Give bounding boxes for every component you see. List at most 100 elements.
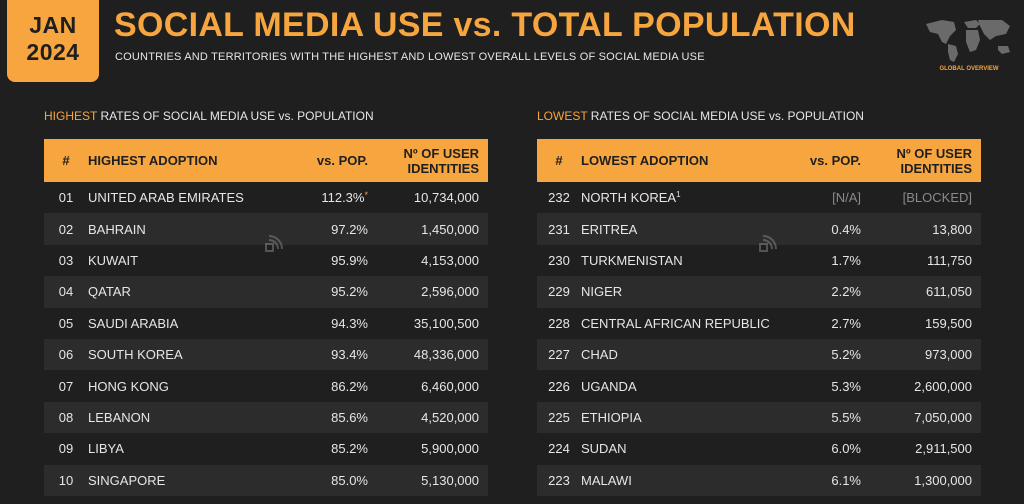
users-cell: 48,336,000 <box>368 347 488 362</box>
table-body: 232 NORTH KOREA1 [N/A] [BLOCKED] 231 ERITREA 0… <box>537 182 981 496</box>
rank-cell-text: 223 <box>548 472 570 488</box>
rank-cell-text: 10 <box>58 472 74 488</box>
country-cell-text: HONG KONG <box>88 378 169 394</box>
country-cell: SAUDI ARABIA <box>88 316 280 331</box>
users-cell-text: 4,520,000 <box>421 409 479 425</box>
country-cell: SOUTH KOREA <box>88 347 280 362</box>
rank-cell-text: 231 <box>548 221 570 237</box>
users-cell-text: [BLOCKED] <box>902 190 972 206</box>
rank-cell-text: 229 <box>548 284 570 300</box>
users-cell: 973,000 <box>861 347 981 362</box>
country-cell: UGANDA <box>581 379 773 394</box>
col-pct-header: vs. POP. <box>809 153 861 168</box>
users-cell-text: 1,300,000 <box>914 472 972 488</box>
pct-cell-text: 97.2% <box>331 221 368 237</box>
table-row: 226 UGANDA 5.3% 2,600,000 <box>537 370 981 401</box>
country-cell-text: ETHIOPIA <box>581 409 642 425</box>
country-cell-text: NORTH KOREA <box>581 190 677 206</box>
users-cell: 7,050,000 <box>861 410 981 425</box>
table-row: 227 CHAD 5.2% 973,000 <box>537 338 981 371</box>
pct-cell-text: 85.2% <box>331 441 368 457</box>
rank-cell-text: 228 <box>548 315 570 331</box>
pct-cell-text: 5.5% <box>831 409 861 425</box>
date-year: 2024 <box>26 39 80 65</box>
footnote-mark: * <box>364 190 368 201</box>
col-users-header: Nº OF USER IDENTITIES <box>896 145 972 176</box>
country-cell: TURKMENISTAN <box>581 253 773 268</box>
rank-cell-text: 01 <box>58 190 74 206</box>
rank-cell-text: 08 <box>58 409 74 425</box>
col-rank-header: # <box>555 153 563 168</box>
country-cell: ETHIOPIA <box>581 410 773 425</box>
rank-cell-text: 225 <box>548 409 570 425</box>
pct-cell-text: 6.1% <box>831 472 861 488</box>
country-cell: CENTRAL AFRICAN REPUBLIC <box>581 316 773 331</box>
country-cell-text: MALAWI <box>581 472 632 488</box>
table-row: 229 NIGER 2.2% 611,050 <box>537 276 981 308</box>
global-overview-label: GLOBAL OVERVIEW <box>939 66 999 72</box>
country-cell-text: SUDAN <box>581 441 627 457</box>
pct-cell-text: 95.9% <box>331 252 368 268</box>
pct-cell: 1.7% <box>773 253 861 268</box>
pct-cell-text: 6.0% <box>831 441 861 457</box>
rank-cell: 232 <box>537 190 581 205</box>
lowest-label-rest: RATES OF SOCIAL MEDIA USE vs. POPULATION <box>587 109 864 123</box>
table-row: 224 SUDAN 6.0% 2,911,500 <box>537 433 981 464</box>
country-cell-text: NIGER <box>581 284 623 300</box>
pct-cell: 0.4% <box>773 222 861 237</box>
table-row: 07 HONG KONG 86.2% 6,460,000 <box>44 370 488 401</box>
pct-cell-text: 85.6% <box>331 409 368 425</box>
pct-cell-text: 95.2% <box>331 284 368 300</box>
users-cell-text: 159,500 <box>925 315 972 331</box>
country-cell-text: SINGAPORE <box>88 472 166 488</box>
pct-cell-text: [N/A] <box>832 190 861 206</box>
pct-cell: 5.3% <box>773 379 861 394</box>
rank-cell: 04 <box>44 284 88 299</box>
table-row: 232 NORTH KOREA1 [N/A] [BLOCKED] <box>537 182 981 213</box>
table-row: 04 QATAR 95.2% 2,596,000 <box>44 276 488 308</box>
country-cell: UNITED ARAB EMIRATES <box>88 190 280 205</box>
col-country-header: LOWEST ADOPTION <box>581 153 709 168</box>
users-cell-text: 611,050 <box>925 284 972 300</box>
pct-cell-text: 94.3% <box>331 315 368 331</box>
table-row: 05 SAUDI ARABIA 94.3% 35,100,500 <box>44 308 488 339</box>
pct-cell: 6.0% <box>773 441 861 456</box>
highest-adoption-table: # HIGHEST ADOPTION vs. POP. Nº OF USER I… <box>44 139 488 496</box>
country-cell-text: SOUTH KOREA <box>88 347 183 363</box>
country-cell: QATAR <box>88 284 280 299</box>
rank-cell: 228 <box>537 316 581 331</box>
rank-cell: 09 <box>44 441 88 456</box>
rank-cell: 231 <box>537 222 581 237</box>
pct-cell: 2.7% <box>773 316 861 331</box>
users-cell-text: 111,750 <box>926 252 972 268</box>
rank-cell: 06 <box>44 347 88 362</box>
rank-cell: 229 <box>537 284 581 299</box>
rank-cell-text: 04 <box>58 284 74 300</box>
country-cell: KUWAIT <box>88 253 280 268</box>
users-cell: 13,800 <box>861 222 981 237</box>
country-cell-text: BAHRAIN <box>88 221 146 237</box>
country-cell-text: QATAR <box>88 284 131 300</box>
pct-cell: 112.3%* <box>280 190 368 205</box>
pct-cell-text: 1.7% <box>831 252 861 268</box>
table-row: 02 BAHRAIN 97.2% 1,450,000 <box>44 213 488 245</box>
country-cell-text: KUWAIT <box>88 252 139 268</box>
users-cell-text: 6,460,000 <box>421 378 479 394</box>
users-cell: 1,300,000 <box>861 473 981 488</box>
rank-cell: 05 <box>44 316 88 331</box>
users-cell: 2,600,000 <box>861 379 981 394</box>
users-cell: 35,100,500 <box>368 316 488 331</box>
date-month: JAN <box>29 12 77 38</box>
rank-cell: 10 <box>44 473 88 488</box>
pct-cell-text: 2.7% <box>831 315 861 331</box>
rank-cell: 227 <box>537 347 581 362</box>
rank-cell-text: 226 <box>548 378 570 394</box>
users-cell-text: 10,734,000 <box>413 190 479 206</box>
pct-cell: [N/A] <box>773 190 861 205</box>
table-header: # LOWEST ADOPTION vs. POP. Nº OF USER ID… <box>537 139 981 182</box>
table-row: 10 SINGAPORE 85.0% 5,130,000 <box>44 464 488 496</box>
footnote-mark: 1 <box>676 190 681 200</box>
country-cell-text: SAUDI ARABIA <box>88 315 179 331</box>
lowest-section-label: LOWEST RATES OF SOCIAL MEDIA USE vs. POP… <box>537 109 864 123</box>
pct-cell: 85.2% <box>280 441 368 456</box>
